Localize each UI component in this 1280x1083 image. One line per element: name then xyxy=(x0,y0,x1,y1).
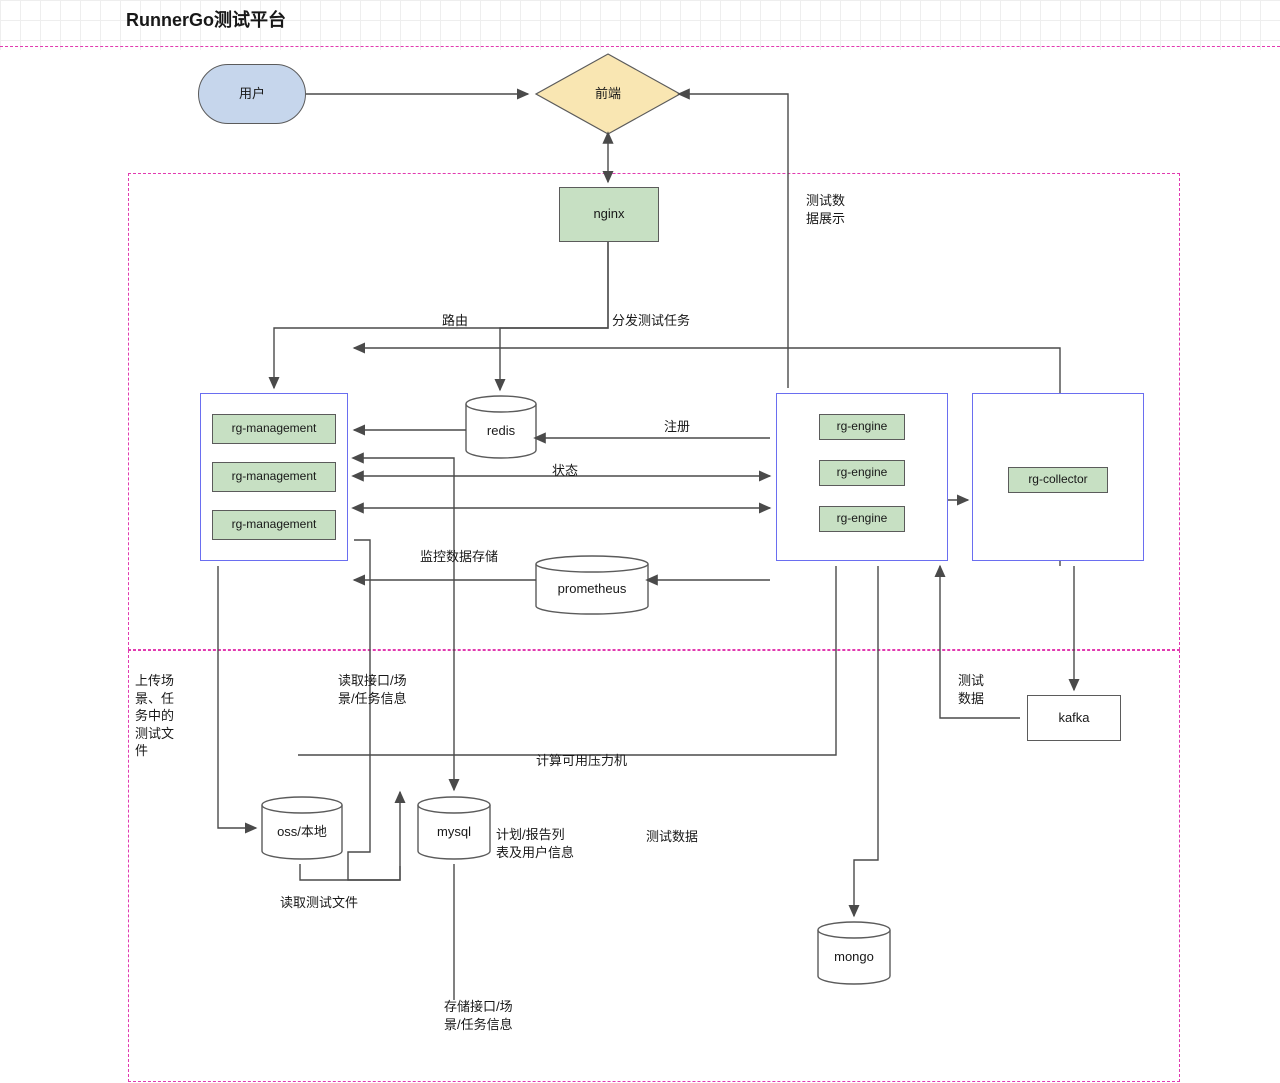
edge-label: 测试数据 xyxy=(646,828,698,846)
node-frontend: 前端 xyxy=(568,82,648,106)
edge-label: 上传场 景、任 务中的 测试文 件 xyxy=(135,672,174,760)
dashed-separator-top xyxy=(0,46,1280,47)
node-kafka: kafka xyxy=(1027,695,1121,741)
edge-label: 监控数据存储 xyxy=(420,548,498,566)
edge-label: 路由 xyxy=(442,312,468,330)
sub-engine: rg-engine xyxy=(819,414,905,440)
sub-mgmt: rg-management xyxy=(212,510,336,540)
edge-label: 计算可用压力机 xyxy=(536,752,627,770)
cylinder-redis: redis xyxy=(466,408,536,454)
diagram-canvas: RunnerGo测试平台 用户 前端 nginx kafka rg-management… xyxy=(0,0,1280,1083)
node-nginx: nginx xyxy=(559,187,659,242)
sub-mgmt: rg-management xyxy=(212,462,336,492)
diagram-title: RunnerGo测试平台 xyxy=(126,6,286,32)
edge-label: 测试 数据 xyxy=(958,672,984,707)
node-user: 用户 xyxy=(198,64,306,124)
sub-engine: rg-engine xyxy=(819,506,905,532)
sub-collector: rg-collector xyxy=(1008,467,1108,493)
group-engine: rg-engine rg-engine rg-engine xyxy=(776,393,948,561)
edge-label: 分发测试任务 xyxy=(612,312,690,330)
sub-engine: rg-engine xyxy=(819,460,905,486)
sub-mgmt: rg-management xyxy=(212,414,336,444)
edge-label: 计划/报告列 表及用户信息 xyxy=(496,826,574,861)
group-collector: rg-collector xyxy=(972,393,1144,561)
edge-label: 存储接口/场 景/任务信息 xyxy=(444,998,513,1033)
edge-label: 读取测试文件 xyxy=(280,894,358,912)
edge-label: 读取接口/场 景/任务信息 xyxy=(338,672,407,707)
cylinder-prometheus: prometheus xyxy=(536,568,648,610)
cylinder-oss: oss/本地 xyxy=(262,809,342,855)
edge-label: 状态 xyxy=(552,462,578,480)
cylinder-mongo: mongo xyxy=(818,934,890,980)
edge-label: 注册 xyxy=(664,418,690,436)
edge-label: 测试数 据展示 xyxy=(806,192,845,227)
cylinder-mysql: mysql xyxy=(418,809,490,855)
container-lower xyxy=(128,650,1180,1082)
group-mgmt: rg-management rg-management rg-management xyxy=(200,393,348,561)
